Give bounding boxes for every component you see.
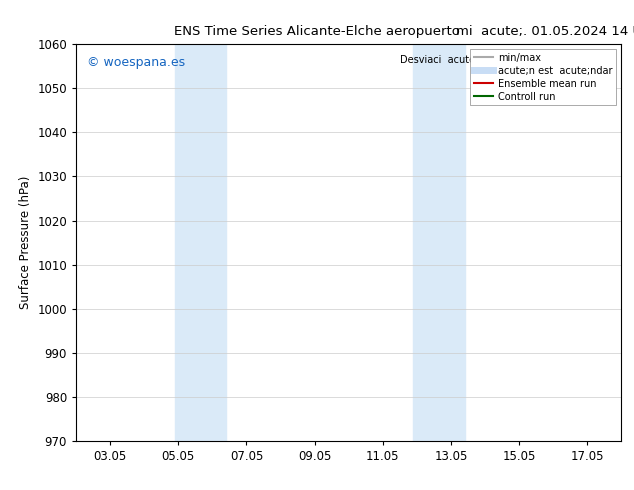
Text: mi  acute;. 01.05.2024 14 UTC: mi acute;. 01.05.2024 14 UTC — [456, 24, 634, 38]
Bar — [175, 44, 226, 441]
Text: Desviaci  acute;n est  acute;ndar: Desviaci acute;n est acute;ndar — [401, 55, 562, 65]
Text: ENS Time Series Alicante-Elche aeropuerto: ENS Time Series Alicante-Elche aeropuert… — [174, 24, 460, 38]
Legend: min/max, acute;n est  acute;ndar, Ensemble mean run, Controll run: min/max, acute;n est acute;ndar, Ensembl… — [470, 49, 616, 105]
Bar — [413, 44, 465, 441]
Y-axis label: Surface Pressure (hPa): Surface Pressure (hPa) — [19, 176, 32, 309]
Text: © woespana.es: © woespana.es — [87, 56, 185, 69]
